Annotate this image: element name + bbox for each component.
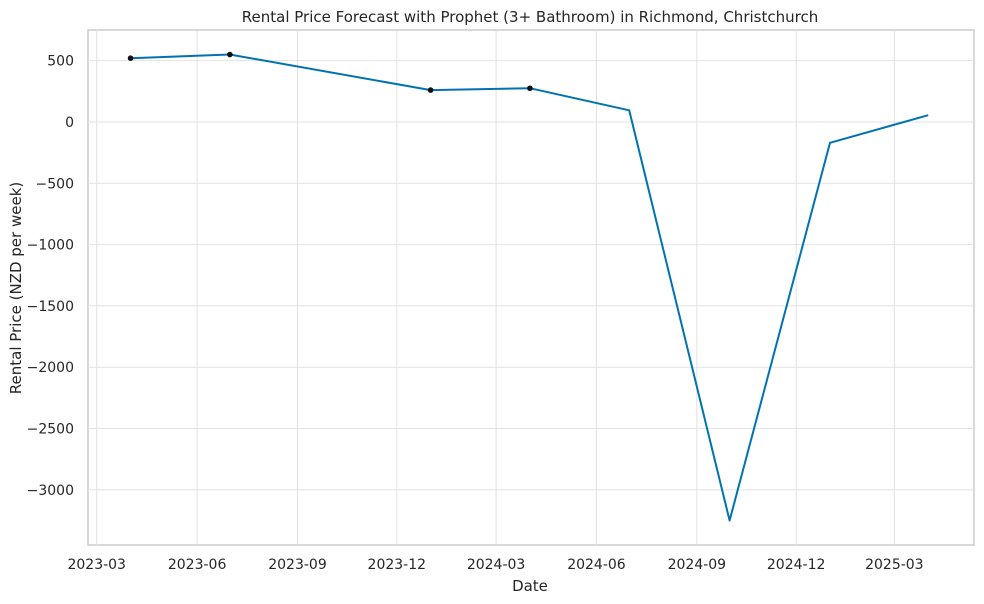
- x-tick-label: 2025-03: [865, 557, 924, 573]
- y-tick-label: 0: [65, 115, 74, 131]
- observed-points: [127, 51, 533, 93]
- y-tick-label: −1000: [27, 238, 74, 254]
- x-axis-title: Date: [512, 577, 548, 595]
- x-tick-label: 2024-12: [767, 557, 826, 573]
- chart-title: Rental Price Forecast with Prophet (3+ B…: [242, 8, 818, 26]
- y-tick-label: −1500: [27, 299, 74, 315]
- observed-point: [127, 55, 134, 62]
- x-tick-label: 2023-06: [168, 557, 227, 573]
- x-axis-ticks: 2023-03 2023-06 2023-09 2023-12 2024-03 2024-…: [67, 557, 923, 573]
- y-axis-ticks: 500 0 −500 −1000 −1500 −2000 −2500 −3000: [27, 54, 74, 499]
- forecast-line: [130, 53, 929, 522]
- x-tick-label: 2024-06: [567, 557, 626, 573]
- y-tick-label: −500: [36, 176, 74, 192]
- y-axis-title: Rental Price (NZD per week): [7, 182, 25, 394]
- y-tick-label: −3000: [27, 483, 74, 499]
- x-tick-label: 2024-09: [668, 557, 727, 573]
- y-tick-label: −2500: [27, 422, 74, 438]
- observed-point: [227, 51, 233, 58]
- x-tick-label: 2023-12: [368, 557, 427, 573]
- y-tick-label: −2000: [27, 360, 74, 376]
- series: [130, 53, 929, 522]
- observed-point: [427, 87, 434, 93]
- x-tick-label: 2023-09: [268, 557, 327, 573]
- grid: [88, 30, 974, 545]
- observed-point: [527, 85, 533, 92]
- x-tick-label: 2024-03: [467, 557, 526, 573]
- x-tick-label: 2023-03: [67, 557, 126, 573]
- y-tick-label: 500: [47, 54, 74, 70]
- plot-area: [87, 29, 975, 546]
